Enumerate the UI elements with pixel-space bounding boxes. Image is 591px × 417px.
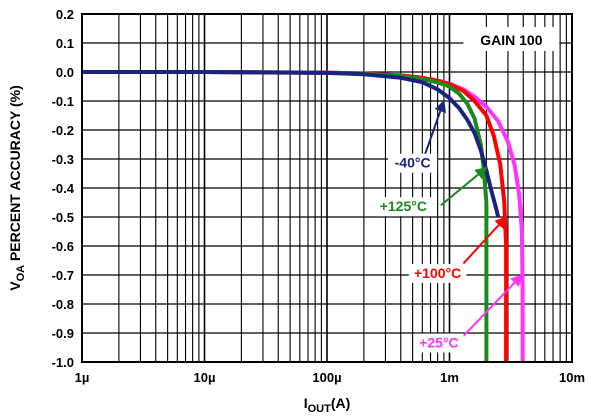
x-axis-label: IOUT(A) — [304, 395, 351, 415]
x-tick-labels: 1µ 10µ 100µ 1m 10m — [75, 370, 585, 385]
y-tick-label: -0.7 — [52, 268, 74, 283]
x-tick-label: 10µ — [194, 370, 216, 385]
gain-annotation-text: GAIN 100 — [480, 32, 542, 48]
gain-annotation-box — [463, 27, 560, 51]
x-tick-label: 1m — [440, 370, 459, 385]
y-tick-label: -1.0 — [52, 355, 74, 370]
series-line — [82, 70, 501, 218]
y-tick-label: -0.3 — [52, 152, 74, 167]
y-tick-label: -0.9 — [52, 326, 74, 341]
annotation-label-bg — [388, 153, 438, 173]
y-tick-label: -0.6 — [52, 239, 74, 254]
y-tick-label: -0.4 — [52, 181, 75, 196]
annotation-label: -40°C — [395, 155, 431, 171]
x-axis-label-unit: (A) — [331, 395, 350, 411]
annotation-layer: -40°C +125°C +100°C +25°C — [374, 99, 523, 353]
y-tick-label: 0.0 — [56, 65, 74, 80]
y-tick-label: -0.8 — [52, 297, 74, 312]
annotation-arrow — [421, 99, 446, 163]
annotation-arrow — [440, 166, 488, 207]
y-tick-label: -0.5 — [52, 210, 74, 225]
y-tick-label: 0.1 — [56, 36, 74, 51]
x-axis-label-main: I — [304, 395, 308, 411]
x-tick-label: 100µ — [312, 370, 341, 385]
x-tick-label: 1µ — [75, 370, 90, 385]
y-axis-label-pre: V — [7, 281, 23, 291]
y-tick-label: -0.2 — [52, 123, 74, 138]
y-tick-label: -0.1 — [52, 94, 74, 109]
annotation-label: +25°C — [419, 335, 458, 351]
x-axis-label-sub: OUT — [308, 403, 332, 415]
series-layer — [82, 70, 525, 363]
annotation-label-bg — [408, 263, 467, 283]
annotation-label: +100°C — [414, 265, 461, 281]
x-tick-label: 10m — [559, 370, 585, 385]
plot-frame — [81, 13, 573, 363]
chart-grid — [81, 13, 572, 363]
annotation-arrow — [462, 216, 507, 265]
annotation-label: +125°C — [380, 198, 427, 214]
y-axis-label-sub: OA — [15, 265, 27, 282]
annotation-label-bg — [414, 333, 464, 353]
annotation-arrow — [462, 274, 523, 337]
y-tick-label: 0.2 — [56, 7, 74, 22]
y-axis-label-post: PERCENT ACCURACY (%) — [7, 85, 23, 265]
annotation-label-bg — [374, 197, 433, 217]
y-tick-labels: 0.2 0.1 0.0 -0.1 -0.2 -0.3 -0.4 -0.5 -0.6 -0.7 -0.… — [52, 7, 75, 370]
y-axis-label: VOA PERCENT ACCURACY (%) — [7, 85, 27, 291]
